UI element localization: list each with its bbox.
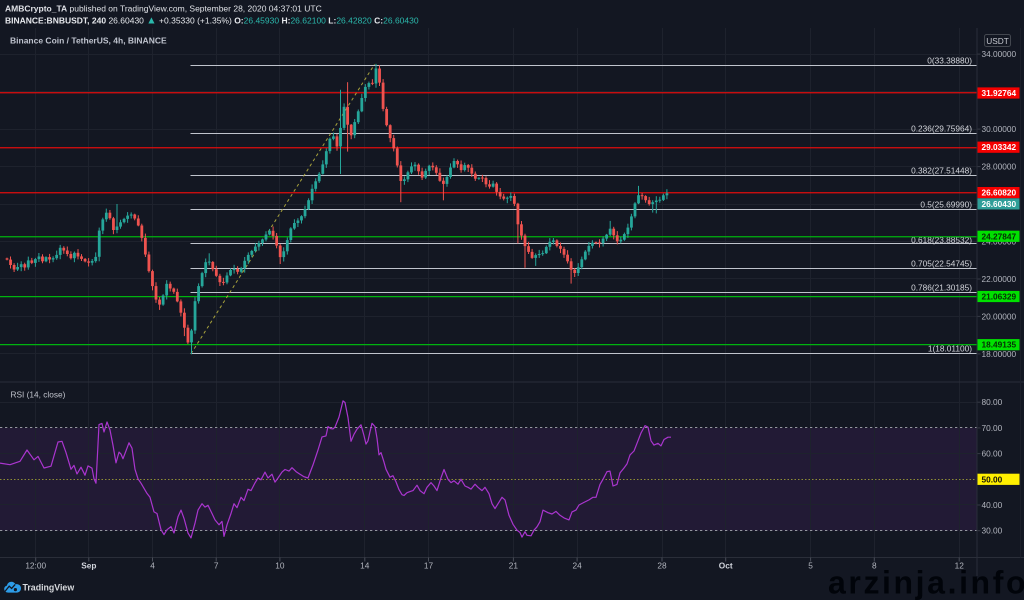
svg-text:70.00: 70.00 (982, 423, 1003, 433)
svg-text:34.00000: 34.00000 (982, 49, 1017, 59)
svg-text:24.27847: 24.27847 (982, 231, 1017, 241)
svg-text:0.236(29.75964): 0.236(29.75964) (911, 123, 972, 133)
svg-text:20.00000: 20.00000 (982, 311, 1017, 321)
svg-text:28: 28 (657, 561, 667, 571)
svg-text:0.786(21.30185): 0.786(21.30185) (911, 282, 972, 292)
svg-text:29.03342: 29.03342 (982, 142, 1017, 152)
svg-text:10: 10 (275, 561, 285, 571)
svg-text:28.00000: 28.00000 (982, 162, 1017, 172)
svg-text:50.00: 50.00 (982, 474, 1003, 484)
svg-text:31.92764: 31.92764 (982, 88, 1017, 98)
svg-text:8: 8 (872, 561, 877, 571)
svg-text:12: 12 (955, 561, 965, 571)
svg-text:TradingView: TradingView (23, 583, 75, 593)
svg-text:14: 14 (360, 561, 370, 571)
svg-text:17: 17 (424, 561, 434, 571)
svg-text:4: 4 (150, 561, 155, 571)
svg-text:BINANCE:BNBUSDT, 240 26.60430: BINANCE:BNBUSDT, 240 26.60430 ▲ +0.35330… (5, 15, 419, 27)
svg-text:USDT: USDT (986, 36, 1009, 46)
svg-text:40.00: 40.00 (982, 500, 1003, 510)
svg-text:Binance Coin / TetherUS, 4h, B: Binance Coin / TetherUS, 4h, BINANCE (10, 36, 167, 46)
svg-text:Sep: Sep (81, 561, 96, 571)
svg-text:arzinja.info: arzinja.info (828, 565, 1024, 600)
svg-text:0(33.38880): 0(33.38880) (927, 55, 972, 65)
svg-text:0.382(27.51448): 0.382(27.51448) (911, 165, 972, 175)
svg-text:Oct: Oct (719, 561, 733, 571)
svg-text:12:00: 12:00 (25, 561, 46, 571)
svg-text:30.00: 30.00 (982, 526, 1003, 536)
svg-text:7: 7 (214, 561, 219, 571)
svg-text:24: 24 (572, 561, 582, 571)
svg-text:18.00000: 18.00000 (982, 349, 1017, 359)
svg-text:AMBCrypto_TA published on Trad: AMBCrypto_TA published on TradingView.co… (5, 4, 322, 14)
svg-text:1(18.01100): 1(18.01100) (928, 343, 972, 353)
svg-text:5: 5 (808, 561, 813, 571)
svg-text:26.60820: 26.60820 (982, 188, 1017, 198)
svg-text:RSI (14, close): RSI (14, close) (11, 390, 66, 400)
svg-text:18.49135: 18.49135 (982, 340, 1017, 350)
svg-text:21: 21 (509, 561, 519, 571)
svg-text:0.5(25.69990): 0.5(25.69990) (920, 199, 972, 209)
svg-text:0.705(22.54745): 0.705(22.54745) (911, 258, 972, 268)
svg-text:80.00: 80.00 (982, 397, 1003, 407)
svg-text:0.618(23.88532): 0.618(23.88532) (911, 235, 972, 245)
svg-text:60.00: 60.00 (982, 449, 1003, 459)
svg-text:22.00000: 22.00000 (982, 274, 1017, 284)
svg-text:21.06329: 21.06329 (982, 292, 1017, 302)
svg-text:26.60430: 26.60430 (982, 199, 1017, 209)
svg-text:30.00000: 30.00000 (982, 124, 1017, 134)
